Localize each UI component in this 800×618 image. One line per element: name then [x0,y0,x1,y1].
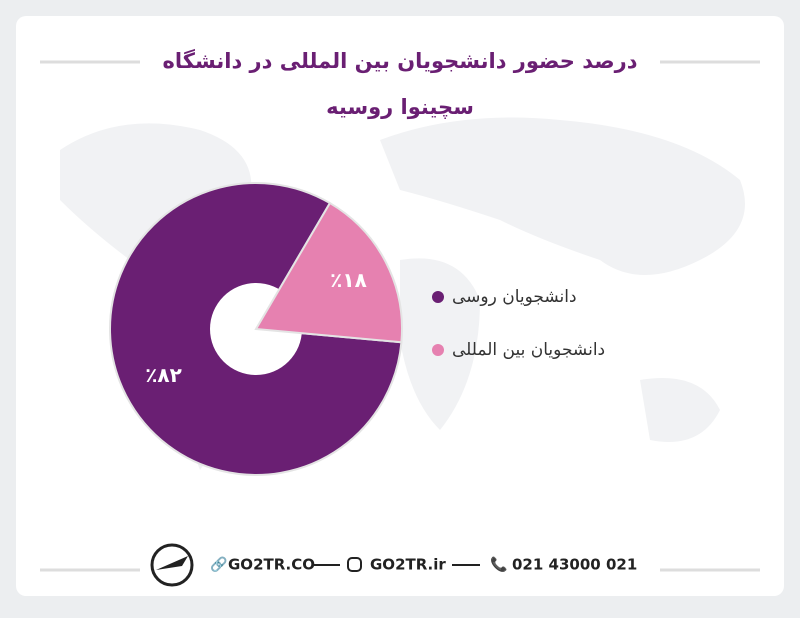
legend-label: دانشجویان روسی [452,287,577,307]
slice [254,201,403,344]
pie: ٪۸۲ ٪۱۸ [109,182,403,476]
website: GO2TR.CO [228,556,315,574]
chart-title: درصد حضور دانشجویان بین المللی در دانشگا… [162,49,638,119]
value-label: ٪۱۸ [330,268,367,292]
legend-label: دانشجویان بین المللی [452,340,605,360]
instagram-icon [347,557,362,572]
link-icon: 🔗 [210,555,228,573]
phone-icon: 📞 [490,555,508,573]
logo [150,543,194,587]
phone: 021 43000 021 [512,556,637,574]
value-label: ٪۸۲ [145,363,182,387]
legend-swatch [432,344,444,356]
instagram: GO2TR.ir [370,556,446,574]
legend-swatch [432,291,444,303]
